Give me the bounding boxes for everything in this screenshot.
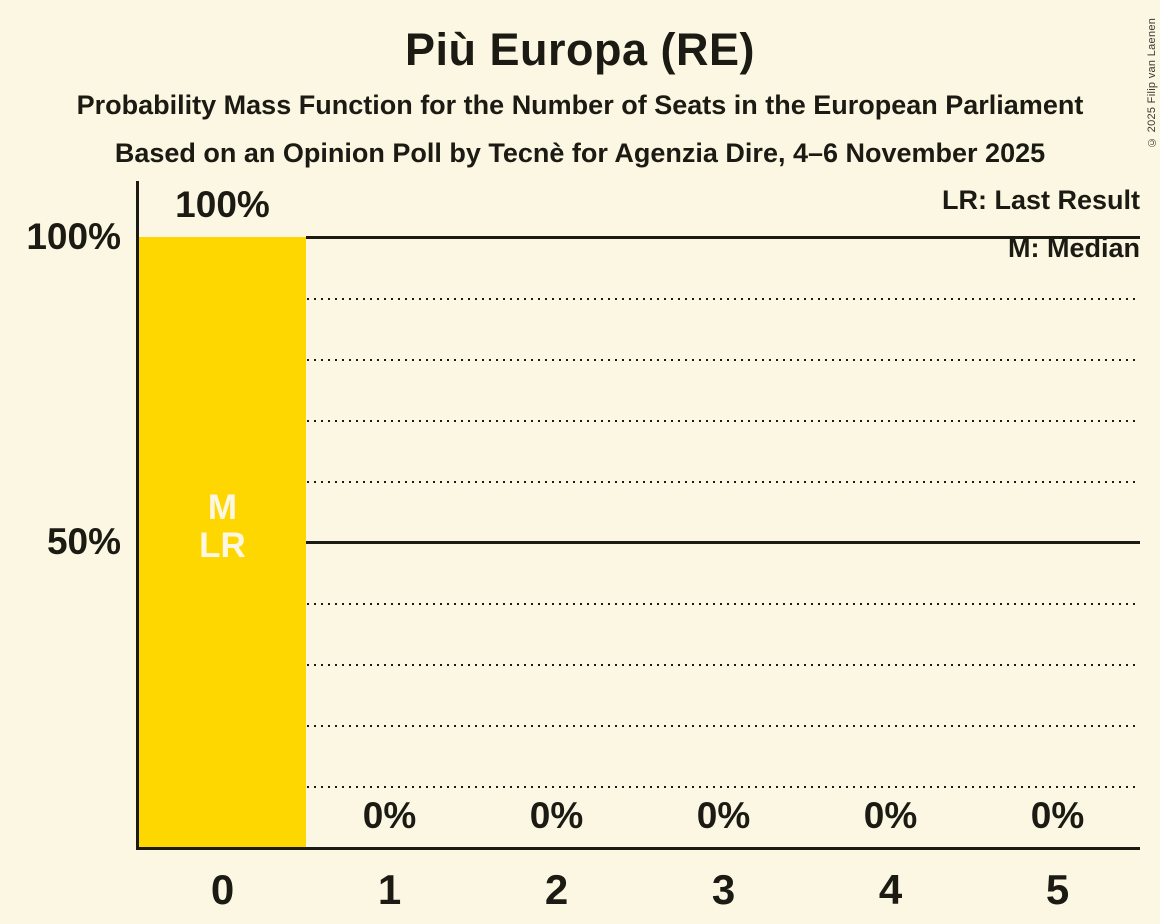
y-axis-line (136, 181, 139, 850)
gridline-40pct (139, 603, 1140, 605)
x-tick-4: 4 (878, 866, 903, 913)
value-label-seats-4: 0% (863, 795, 918, 836)
median-marker: M (207, 488, 238, 527)
gridline-90pct (139, 298, 1140, 300)
value-label-seats-3: 0% (696, 795, 751, 836)
last-result-marker: LR (199, 526, 246, 565)
value-label-seats-0: 100% (175, 184, 270, 225)
x-tick-5: 5 (1045, 866, 1070, 913)
gridline-60pct (139, 481, 1140, 483)
x-tick-0: 0 (210, 866, 235, 913)
x-axis-line (136, 847, 1140, 850)
value-label-seats-2: 0% (529, 795, 584, 836)
legend-last-result: LR: Last Result (941, 185, 1140, 215)
gridline-20pct (139, 725, 1140, 727)
value-label-seats-5: 0% (1030, 795, 1085, 836)
chart-source-line: Based on an Opinion Poll by Tecnè for Ag… (114, 138, 1046, 168)
bar-median-lastresult-annotation: M LR (139, 489, 306, 565)
x-tick-3: 3 (711, 866, 736, 913)
gridline-10pct (139, 786, 1140, 788)
gridline-70pct (139, 420, 1140, 422)
gridline-30pct (139, 664, 1140, 666)
gridline-100pct (306, 236, 1140, 239)
gridline-50pct (139, 541, 1140, 544)
chart-title: Più Europa (RE) (404, 24, 755, 75)
legend-median: M: Median (1008, 233, 1140, 263)
y-tick-100: 100% (26, 216, 121, 257)
value-label-seats-1: 0% (362, 795, 417, 836)
gridline-80pct (139, 359, 1140, 361)
copyright-notice: © 2025 Filip van Laenen (1146, 17, 1158, 148)
x-tick-2: 2 (544, 866, 569, 913)
y-tick-50: 50% (46, 521, 121, 562)
bar-seats-0 (139, 237, 306, 848)
x-tick-1: 1 (377, 866, 402, 913)
chart-subtitle: Probability Mass Function for the Number… (76, 90, 1084, 120)
